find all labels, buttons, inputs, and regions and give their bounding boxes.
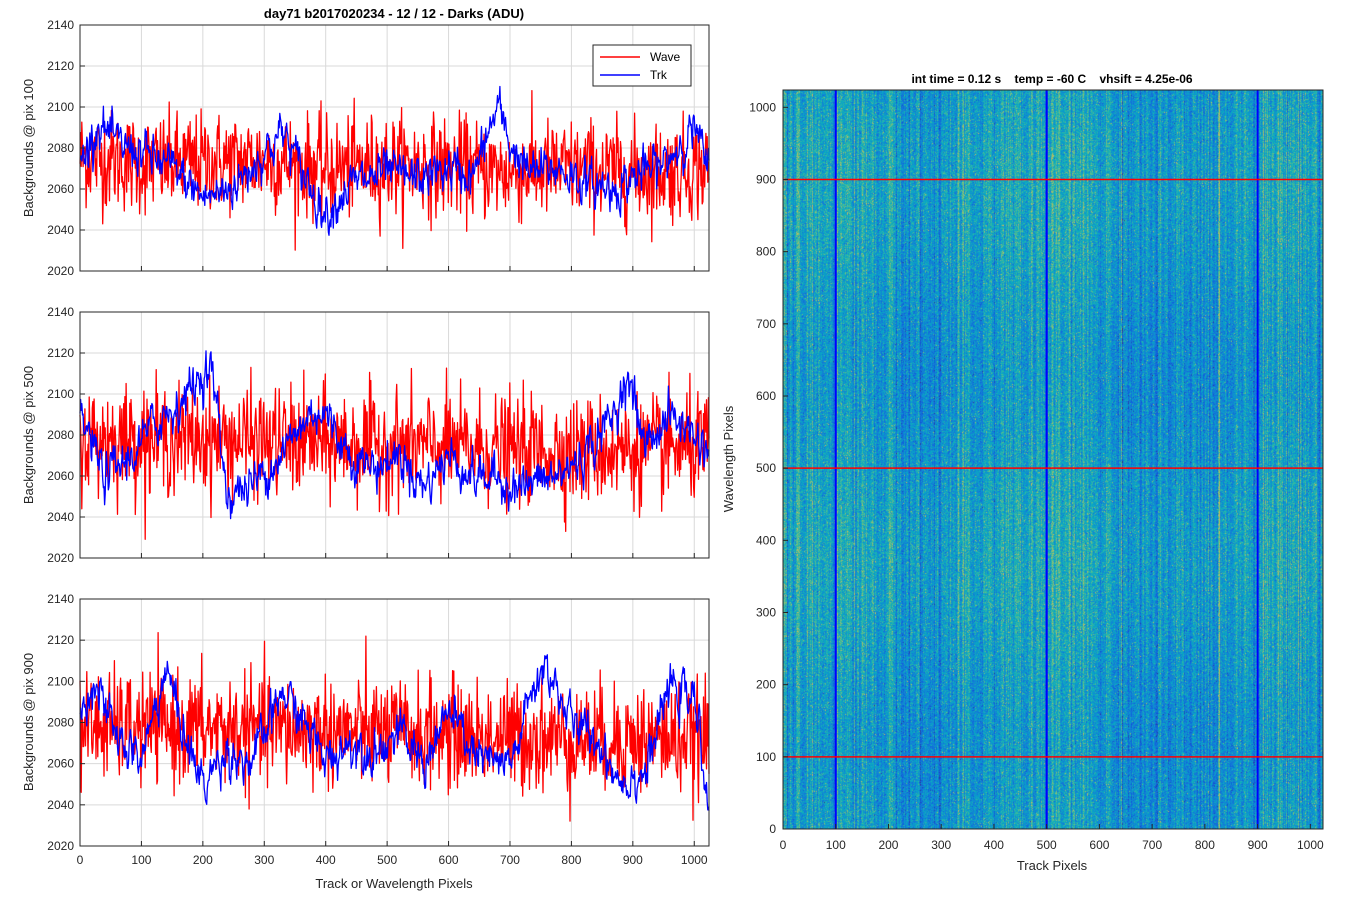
- y-tick-label: 2080: [47, 141, 74, 155]
- x-tick-label: 300: [254, 853, 274, 867]
- legend-wave-label: Wave: [650, 50, 681, 64]
- y-tick-label: 2040: [47, 223, 74, 237]
- heatmap-markers: [783, 90, 1323, 829]
- series-line-trk: [79, 654, 710, 811]
- x-tick-label: 200: [193, 853, 213, 867]
- legend: Wave Trk: [592, 44, 692, 87]
- heatmap-panel: int time = 0.12 s temp = -60 C vhsift = …: [721, 72, 1324, 873]
- series-line-trk: [79, 85, 710, 236]
- x-tick-label: 1000: [1297, 838, 1324, 852]
- x-tick-label: 0: [780, 838, 787, 852]
- x-tick-label: 500: [1037, 838, 1057, 852]
- y-tick-label: 2140: [47, 592, 74, 606]
- y-tick-label: 2060: [47, 757, 74, 771]
- y-tick-label: 600: [756, 389, 776, 403]
- y-tick-label: 2080: [47, 716, 74, 730]
- heatmap-title: int time = 0.12 s temp = -60 C vhsift = …: [911, 72, 1192, 86]
- x-tick-label: 200: [878, 838, 898, 852]
- x-tick-label: 100: [131, 853, 151, 867]
- series-lines: [79, 85, 710, 251]
- y-tick-label: 2020: [47, 839, 74, 853]
- x-tick-label: 700: [1142, 838, 1162, 852]
- y-tick-label: 400: [756, 533, 776, 547]
- y-tick-label: 700: [756, 317, 776, 331]
- y-tick-label: 300: [756, 605, 776, 619]
- heatmap-image: [783, 90, 1323, 829]
- y-tick-label: 200: [756, 678, 776, 692]
- y-axis-label: Backgrounds @ pix 900: [21, 653, 36, 791]
- line-panel-pix-100: 2020 2040 2060 2080 2100 2120 2140 Backgrounds…: [21, 18, 710, 278]
- x-tick-label: 900: [1248, 838, 1268, 852]
- y-tick-label: 2060: [47, 469, 74, 483]
- x-tick-label: 800: [561, 853, 581, 867]
- legend-box: [592, 44, 692, 87]
- y-tick-label: 2120: [47, 633, 74, 647]
- y-tick-label: 2060: [47, 182, 74, 196]
- x-tick-label: 1000: [681, 853, 708, 867]
- y-axis-label: Backgrounds @ pix 500: [21, 366, 36, 504]
- x-axis-label: Track or Wavelength Pixels: [315, 876, 473, 891]
- series-lines: [79, 350, 710, 540]
- x-axis-label: Track Pixels: [1017, 858, 1088, 873]
- y-tick-label: 800: [756, 245, 776, 259]
- y-axis-label: Wavelength Pixels: [721, 405, 736, 512]
- x-tick-label: 100: [826, 838, 846, 852]
- x-tick-label: 600: [439, 853, 459, 867]
- line-panel-pix-500: 2020 2040 2060 2080 2100 2120 2140 Backgrounds…: [21, 305, 710, 565]
- x-tick-label: 300: [931, 838, 951, 852]
- x-tick-label: 0: [77, 853, 84, 867]
- heatmap-image-wrap: [783, 90, 1323, 829]
- y-tick-label: 2040: [47, 798, 74, 812]
- y-tick-label: 100: [756, 750, 776, 764]
- y-tick-label: 2020: [47, 551, 74, 565]
- y-tick-label: 2140: [47, 18, 74, 32]
- figure-title: day71 b2017020234 - 12 / 12 - Darks (ADU…: [264, 6, 524, 21]
- y-tick-label: 2100: [47, 100, 74, 114]
- tick-labels: 2020 2040 2060 2080 2100 2120 2140: [47, 305, 695, 565]
- axes-box: [782, 89, 1324, 830]
- y-tick-label: 2100: [47, 674, 74, 688]
- y-tick-label: 2040: [47, 510, 74, 524]
- x-tick-label: 800: [1195, 838, 1215, 852]
- y-tick-label: 2020: [47, 264, 74, 278]
- y-tick-label: 2140: [47, 305, 74, 319]
- series-line-trk: [79, 350, 710, 520]
- x-tick-label: 700: [500, 853, 520, 867]
- x-tick-label: 400: [984, 838, 1004, 852]
- tick-labels: 0 100 200 300 400 500 600 700 800 900 1000 2020 2040…: [47, 592, 708, 867]
- x-tick-label: 500: [377, 853, 397, 867]
- tick-labels: 0 100 200 300 400 500 600 700 800 900 1000 0 100 200 3…: [749, 100, 1324, 852]
- y-tick-label: 1000: [749, 100, 776, 114]
- series-lines: [79, 631, 710, 822]
- y-tick-label: 2100: [47, 387, 74, 401]
- tick-labels: 2020 2040 2060 2080 2100 2120 2140: [47, 18, 695, 278]
- y-tick-label: 500: [756, 461, 776, 475]
- line-panel-pix-900: 0 100 200 300 400 500 600 700 800 900 1000 2020 2040…: [21, 592, 710, 891]
- y-tick-label: 0: [769, 822, 776, 836]
- legend-trk-label: Trk: [650, 68, 668, 82]
- y-tick-label: 2080: [47, 428, 74, 442]
- x-tick-label: 600: [1089, 838, 1109, 852]
- y-tick-label: 900: [756, 172, 776, 186]
- series-line-wave: [79, 89, 710, 251]
- y-tick-label: 2120: [47, 346, 74, 360]
- y-tick-label: 2120: [47, 59, 74, 73]
- x-tick-label: 400: [316, 853, 336, 867]
- y-axis-label: Backgrounds @ pix 100: [21, 79, 36, 217]
- x-tick-label: 900: [623, 853, 643, 867]
